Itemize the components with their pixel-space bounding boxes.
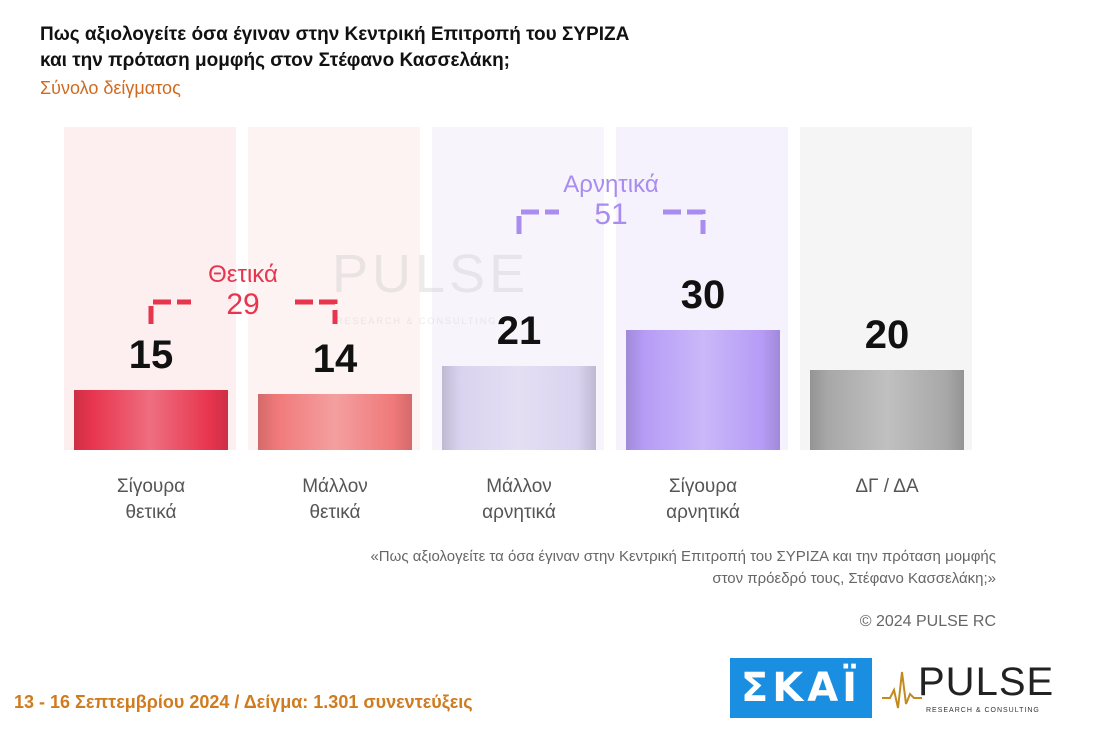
title-line-1: Πως αξιολογείτε όσα έγιναν στην Κεντρική… [40,24,630,45]
watermark-word: PULSE [332,244,529,304]
group-bracket-right-2 [663,209,706,234]
group-bracket-right-1 [295,299,338,324]
pulse-logo-word: PULSE [918,660,1055,704]
value-label-4: 30 [681,273,726,317]
value-label-5: 20 [865,313,910,357]
skai-logo: ΣΚΑΪ [730,658,872,718]
category-label-4-line-2: αρνητικά [666,502,740,523]
category-label-3-line-1: Μάλλον [486,476,552,497]
question-text: «Πως αξιολογείτε τα όσα έγιναν στην Κεντ… [216,546,996,590]
watermark: PULSE RESEARCH & CONSULTING [332,244,529,326]
title-line-2: και την πρόταση μομφής στον Στέφανο Κασσ… [40,50,511,71]
category-label-3-line-2: αρνητικά [482,502,556,523]
chart-subtitle: Σύνολο δείγματος [40,78,181,98]
value-label-3: 21 [497,309,542,353]
group-bracket-left-2 [516,209,559,234]
bar-3 [442,366,596,450]
category-label-1-line-2: θετικά [125,502,176,523]
bar-chart: PULSE RESEARCH & CONSULTING 15 Σίγουρα θετικ… [64,127,964,523]
pulse-wave-icon [882,671,922,709]
chart-title: Πως αξιολογείτε όσα έγιναν στην Κεντρική… [40,22,629,74]
group-total-2: 51 [594,198,627,231]
bar-4 [626,330,780,450]
category-label-2-line-2: θετικά [309,502,360,523]
value-label-1: 15 [129,333,174,377]
category-label-1-line-1: Σίγουρα [117,476,185,497]
pulse-logo: PULSE RESEARCH & CONSULTING [882,660,1053,718]
group-bracket-left-1 [148,299,191,324]
bar-2 [258,394,412,450]
category-label-5-line-1: ΔΓ / ΔΑ [855,476,919,497]
bar-1 [74,390,228,450]
question-line-2: στον πρόεδρό τους, Στέφανο Κασσελάκη;» [712,570,996,587]
question-line-1: «Πως αξιολογείτε τα όσα έγιναν στην Κεντ… [370,548,996,565]
watermark-sub: RESEARCH & CONSULTING [336,316,497,326]
category-label-2-line-1: Μάλλον [302,476,368,497]
value-label-2: 14 [313,337,358,381]
bar-5 [810,370,964,450]
copyright: © 2024 PULSE RC [859,613,996,630]
pulse-logo-sub: RESEARCH & CONSULTING [926,707,1040,714]
group-total-1: 29 [226,288,259,321]
category-label-4-line-1: Σίγουρα [669,476,737,497]
footer-survey-info: 13 - 16 Σεπτεμβρίου 2024 / Δείγμα: 1.301… [14,692,473,712]
group-label-1: Θετικά [208,261,278,288]
group-label-2: Αρνητικά [563,171,659,198]
